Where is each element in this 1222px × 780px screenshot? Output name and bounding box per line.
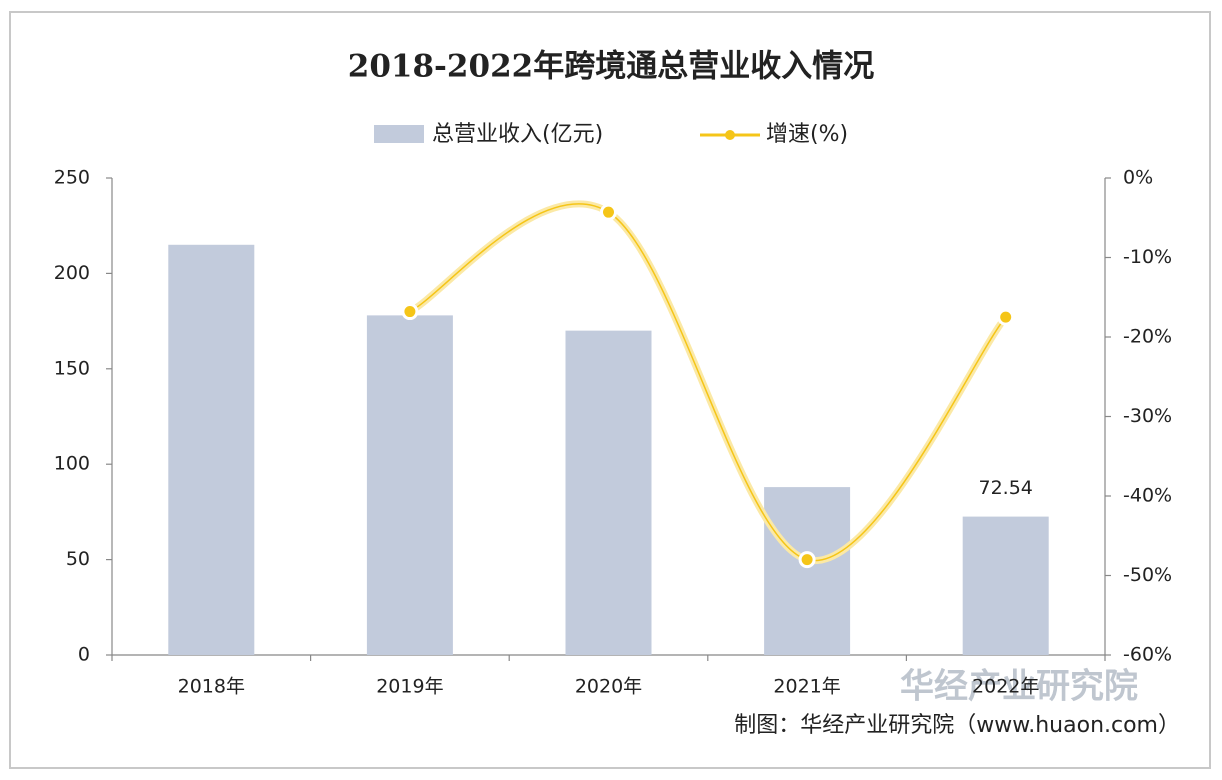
- x-tick-label: 2021年: [773, 676, 840, 698]
- x-tick-label: 2018年: [178, 676, 245, 698]
- bar: [366, 315, 453, 655]
- y-tick-label: 200: [54, 262, 90, 284]
- legend-label: 增速(%): [766, 122, 848, 147]
- y2-tick-label: 0%: [1123, 167, 1153, 189]
- y-tick-label: 150: [54, 357, 90, 379]
- point: [798, 551, 816, 569]
- y-tick-label: 50: [66, 548, 90, 570]
- point: [997, 308, 1015, 326]
- bar: [565, 330, 652, 655]
- line: [409, 203, 1007, 562]
- point: [600, 203, 617, 221]
- source: 制图：华经产业研究院（www.huaon.com）: [734, 713, 1180, 738]
- x-tick-label: 2019年: [376, 676, 443, 698]
- bar: [962, 516, 1049, 655]
- x-tick-label: 2022年: [972, 676, 1039, 698]
- legend-label: 总营业收入(亿元): [432, 122, 603, 147]
- y-tick-label: 0: [78, 644, 90, 666]
- y2-tick-label: -50%: [1123, 564, 1172, 586]
- bar: [168, 244, 255, 655]
- data-label: 72.54: [978, 477, 1032, 499]
- y2-tick-label: -60%: [1123, 644, 1172, 666]
- point: [401, 303, 419, 321]
- chart-title: 2018-2022年跨境通总营业收入情况: [348, 49, 874, 85]
- x-tick-label: 2020年: [575, 676, 642, 698]
- y-tick-label: 250: [54, 167, 90, 189]
- y-tick-label: 100: [54, 453, 90, 475]
- y2-tick-label: -30%: [1123, 405, 1172, 427]
- legend-swatch: [374, 125, 424, 143]
- watermark: 华经产业研究院: [900, 667, 1138, 707]
- legend-marker: [725, 130, 735, 140]
- y2-tick-label: -40%: [1123, 485, 1172, 507]
- y2-tick-label: -10%: [1123, 246, 1172, 268]
- bar: [764, 487, 851, 655]
- y2-tick-label: -20%: [1123, 326, 1172, 348]
